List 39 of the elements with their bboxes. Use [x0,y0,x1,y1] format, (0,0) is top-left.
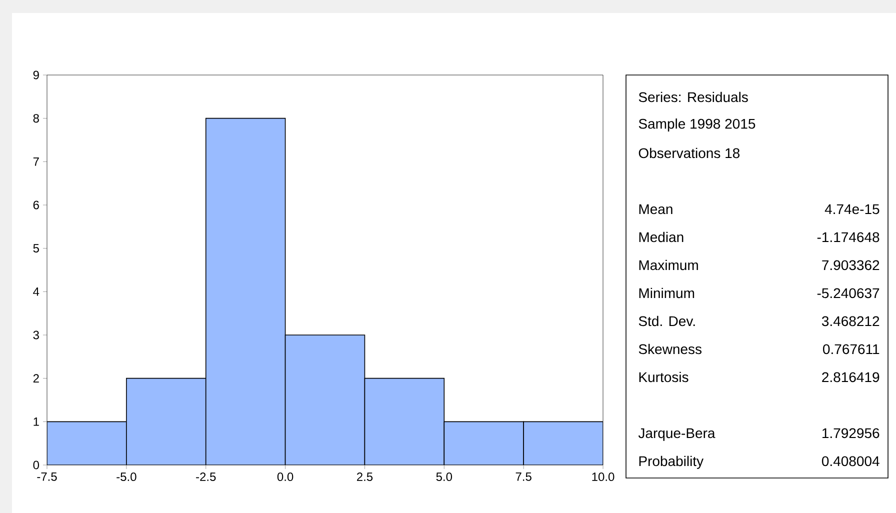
y-tick-label: 1 [34,418,39,426]
y-tick-label: 0 [33,460,40,470]
x-tick-label: -2.5 [196,472,216,482]
text: Kurtosis [639,372,688,382]
y-tick-label: 3 [33,330,39,340]
x-tick-label: -5.0 [116,472,136,482]
text: Median [639,232,684,242]
x-tick-label: 7.5 [516,472,532,481]
y-tick-label: 9 [33,70,39,80]
text: Jarque-Bera [638,428,716,441]
text: -5.240637 [817,288,880,298]
y-tick-label: 2 [33,374,39,383]
text: 2.816419 [822,372,880,382]
x-tick-label: 5.0 [436,472,452,482]
text: Std. Dev. [638,316,695,326]
text: Series: Residuals [638,92,748,102]
text: 3.468212 [822,316,880,326]
text: Observations 18 [638,148,740,158]
text: Skewness [638,344,702,354]
text: -1.174648 [817,232,880,242]
text: Maximum [639,260,698,270]
text: Mean [639,204,672,214]
text: 4.74e-15 [824,204,880,214]
y-tick-label: 8 [33,114,39,123]
text: 1.792956 [822,428,880,438]
x-tick-label: 2.5 [356,472,373,482]
text: Probability [639,456,704,469]
y-tick-label: 7 [33,158,39,166]
text: 0.767611 [823,344,880,354]
text: 7.903362 [822,260,880,270]
text: Sample 1998 2015 [638,118,756,132]
text: 0.408004 [822,456,880,466]
x-tick-label: 10.0 [592,472,614,482]
y-tick-label: 6 [33,200,39,210]
x-tick-label: 0.0 [277,472,294,482]
y-tick-label: 4 [33,288,40,296]
text: Minimum [639,288,694,298]
x-tick-label: -7.5 [37,472,57,481]
y-tick-label: 5 [33,244,39,253]
